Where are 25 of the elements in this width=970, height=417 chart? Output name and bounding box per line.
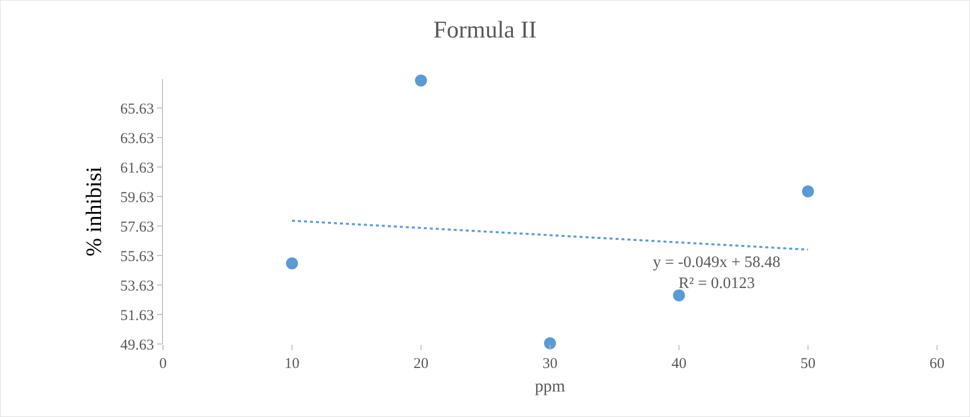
y-tick-label: 61.63	[120, 160, 154, 176]
x-tick-label: 30	[542, 356, 558, 372]
y-tick-label: 55.63	[120, 248, 154, 265]
y-axis-title: % inhibisi	[81, 166, 106, 256]
point	[544, 337, 556, 350]
y-tick-label: 51.63	[120, 308, 154, 324]
x-axis-title: ppm	[534, 376, 566, 396]
annotation: y = -0.049x + 58.48 R² = 0.0123	[653, 254, 780, 292]
point	[673, 289, 685, 302]
y-tick-label: 49.63	[120, 337, 154, 354]
y-tick-label: 57.63	[120, 219, 154, 236]
x-tick-label: 20	[414, 356, 428, 372]
x-tick-label: 50	[800, 356, 816, 372]
point	[802, 185, 814, 198]
x-tick-label: 10	[284, 356, 300, 372]
y-tick-label: 65.63	[120, 101, 154, 118]
point	[286, 257, 298, 270]
x-tick-label: 40	[672, 356, 686, 372]
x-tick-label: 0	[159, 356, 167, 372]
x-tick-label: 60	[930, 356, 944, 372]
y-tick-label: 53.63	[120, 278, 154, 294]
chart-title: Formula II	[433, 18, 537, 44]
point	[415, 74, 427, 86]
y-tick-label: 59.63	[120, 190, 154, 206]
y-tick-label: 63.63	[120, 130, 154, 147]
